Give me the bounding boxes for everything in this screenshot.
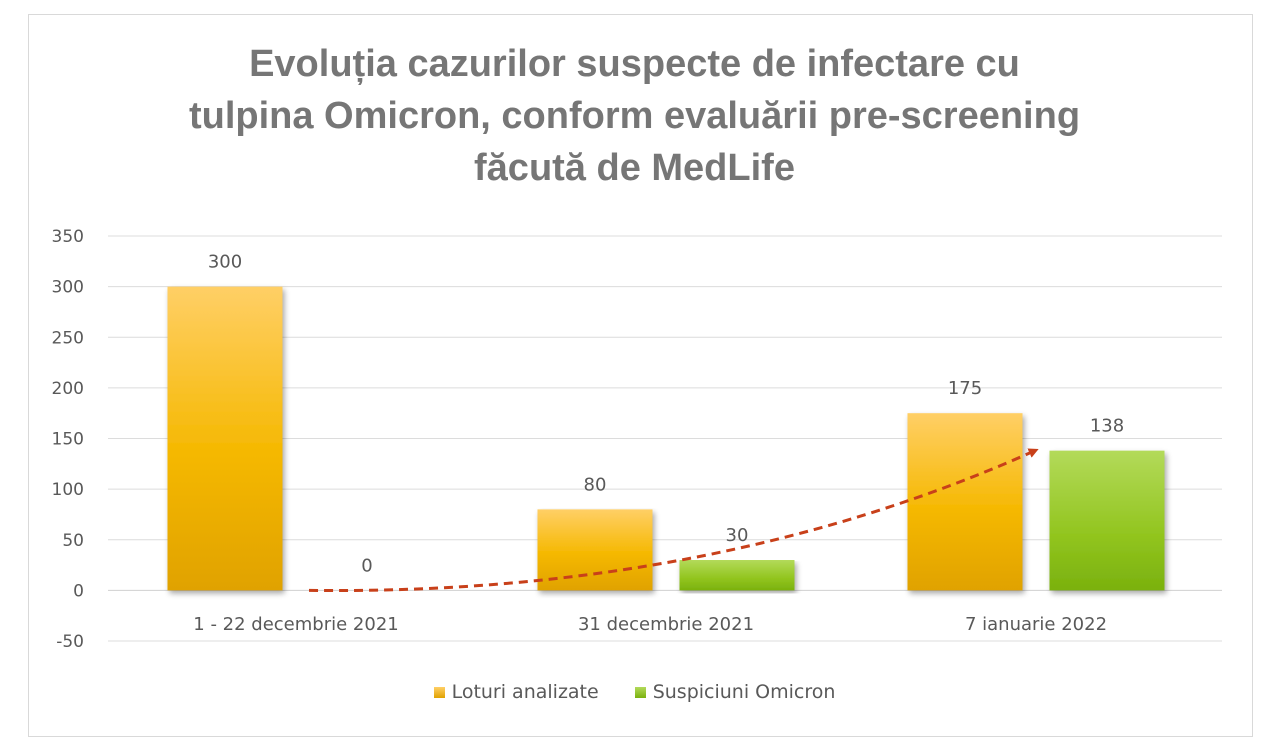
y-tick-label: 100 — [52, 480, 84, 500]
legend-swatch-loturi — [433, 686, 445, 698]
gridlines — [108, 235, 1222, 642]
bar-loturi — [907, 413, 1023, 591]
x-category-label: 1 - 22 decembrie 2021 — [193, 614, 398, 635]
x-axis-categories: 1 - 22 decembrie 2021 31 decembrie 2021 7 … — [193, 614, 1107, 635]
legend-item-loturi: Loturi analizate — [433, 681, 599, 703]
data-label: 30 — [726, 525, 749, 546]
y-tick-label: 50 — [62, 531, 84, 551]
trend-arrow-path — [308, 448, 1039, 593]
y-tick-label: 250 — [52, 328, 84, 348]
y-tick-label: 0 — [73, 581, 84, 601]
trend-arrow — [308, 448, 1039, 593]
data-label: 80 — [584, 474, 607, 495]
y-tick-label: 300 — [52, 278, 84, 298]
y-axis-ticks: 350 300 250 200 150 100 50 0 -50 — [52, 227, 84, 652]
data-label: 0 — [361, 555, 372, 576]
data-labels: 300 0 80 30 175 138 — [208, 252, 1124, 577]
legend-swatch-suspiciuni — [634, 686, 646, 698]
bar-suspiciuni — [679, 560, 795, 591]
y-tick-label: 150 — [52, 430, 84, 450]
y-tick-label: -50 — [56, 632, 84, 652]
legend-item-suspiciuni: Suspiciuni Omicron — [634, 681, 836, 703]
x-category-label: 31 decembrie 2021 — [578, 614, 754, 635]
chart-title: Evoluția cazurilor suspecte de infectare… — [188, 43, 1081, 189]
bar-loturi — [167, 286, 283, 591]
bar-loturi — [537, 509, 653, 591]
y-tick-label: 350 — [52, 227, 84, 247]
legend-label-suspiciuni: Suspiciuni Omicron — [652, 681, 836, 703]
x-category-label: 7 ianuarie 2022 — [965, 614, 1107, 635]
data-label: 300 — [208, 252, 242, 273]
data-label: 138 — [1090, 416, 1124, 437]
y-tick-label: 200 — [52, 379, 84, 399]
data-label: 175 — [948, 378, 982, 399]
bars — [167, 286, 1165, 591]
bar-suspiciuni — [1049, 450, 1165, 591]
legend-label-loturi: Loturi analizate — [451, 681, 599, 703]
legend: Loturi analizate Suspiciuni Omicron — [0, 681, 1269, 703]
